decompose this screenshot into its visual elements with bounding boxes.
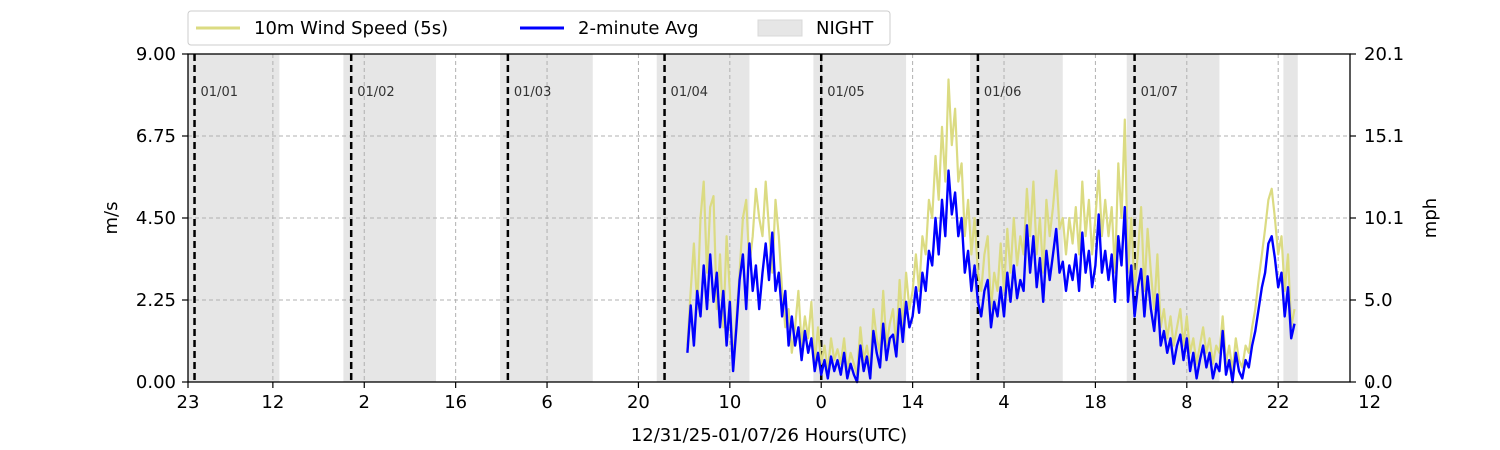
x-tick-label: 12: [1358, 392, 1381, 413]
y-tick-label-right: 5.0: [1364, 290, 1393, 311]
day-marker-label: 01/01: [201, 85, 238, 100]
x-tick-label: 8: [1181, 392, 1192, 413]
legend: 10m Wind Speed (5s) 2-minute Avg NIGHT: [187, 10, 891, 46]
y-tick-label-left: 6.75: [136, 126, 176, 147]
y-tick-label-right: 10.1: [1364, 208, 1404, 229]
day-marker-label: 01/02: [357, 85, 394, 100]
day-marker-label: 01/07: [1141, 85, 1178, 100]
y-tick-label-left: 4.50: [136, 208, 176, 229]
y-axis-title-left: m/s: [101, 202, 122, 235]
x-tick-label: 12: [261, 392, 284, 413]
x-tick-label: 18: [1084, 392, 1107, 413]
legend-label: NIGHT: [816, 18, 874, 39]
legend-label: 2-minute Avg: [578, 18, 699, 39]
y-tick-label-right: 0.0: [1364, 372, 1393, 393]
x-tick-label: 16: [444, 392, 467, 413]
x-tick-label: 4: [998, 392, 1009, 413]
y-tick-label-left: 2.25: [136, 290, 176, 311]
y-axis-title-right: mph: [1420, 198, 1441, 238]
x-tick-label: 6: [541, 392, 552, 413]
x-tick-label: 22: [1267, 392, 1290, 413]
x-tick-label: 2: [359, 392, 370, 413]
day-marker-label: 01/03: [514, 85, 551, 100]
day-marker-label: 01/06: [984, 85, 1021, 100]
y-tick-label-left: 9.00: [136, 44, 176, 65]
axis-ticks: 23 12 2 16 6 20 10 0 14 4 18 8 22 12 0.00 2.25 4.50 6.75 9…: [136, 44, 1404, 413]
x-tick-label: 20: [627, 392, 650, 413]
x-axis-title: 12/31/25-01/07/26 Hours(UTC): [631, 425, 907, 446]
y-tick-label-right: 20.1: [1364, 44, 1404, 65]
two-minute-avg-series-line: [686, 169, 1296, 384]
y-tick-label-right: 15.1: [1364, 126, 1404, 147]
x-tick-label: 0: [815, 392, 826, 413]
day-marker-label: 01/05: [827, 85, 864, 100]
legend-night-swatch: [757, 19, 803, 37]
day-markers: 01/01 01/02 01/03 01/04 01/05 01/06 01/07: [193, 54, 1178, 382]
y-tick-label-left: 0.00: [136, 372, 176, 393]
legend-label: 10m Wind Speed (5s): [254, 18, 448, 39]
x-tick-label: 14: [901, 392, 924, 413]
day-marker-label: 01/04: [671, 85, 708, 100]
wind-speed-series-line: [686, 78, 1296, 376]
series-lines: [686, 78, 1296, 384]
x-tick-label: 10: [718, 392, 741, 413]
x-tick-label: 23: [177, 392, 200, 413]
